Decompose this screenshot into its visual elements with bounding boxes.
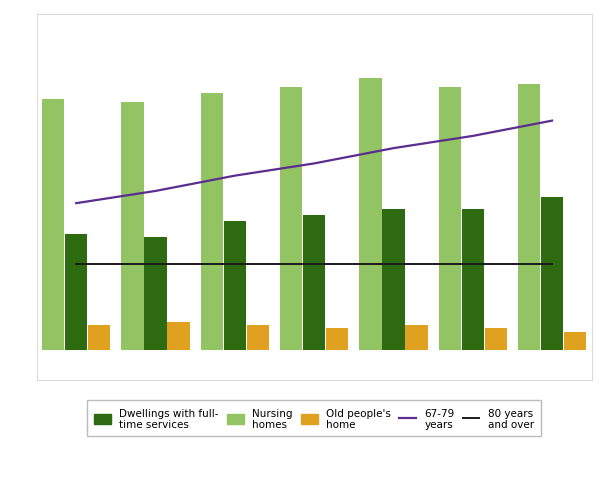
Legend: Dwellings with full-
time services, Nursing
homes, Old people's
home, 67-79
year: Dwellings with full- time services, Nurs…: [87, 401, 541, 437]
Bar: [167, 323, 190, 350]
Bar: [303, 216, 325, 350]
Bar: [541, 198, 563, 350]
Bar: [439, 88, 461, 350]
Bar: [42, 100, 65, 350]
Bar: [65, 234, 87, 350]
Bar: [564, 332, 586, 350]
Bar: [145, 237, 167, 350]
Bar: [518, 85, 540, 350]
Bar: [382, 210, 404, 350]
Bar: [224, 222, 246, 350]
Bar: [280, 88, 302, 350]
Bar: [201, 94, 223, 350]
Bar: [121, 103, 144, 350]
Bar: [246, 326, 269, 350]
Bar: [462, 210, 484, 350]
Bar: [88, 326, 110, 350]
Bar: [326, 329, 348, 350]
Bar: [359, 79, 382, 350]
Bar: [405, 326, 428, 350]
Bar: [484, 329, 507, 350]
